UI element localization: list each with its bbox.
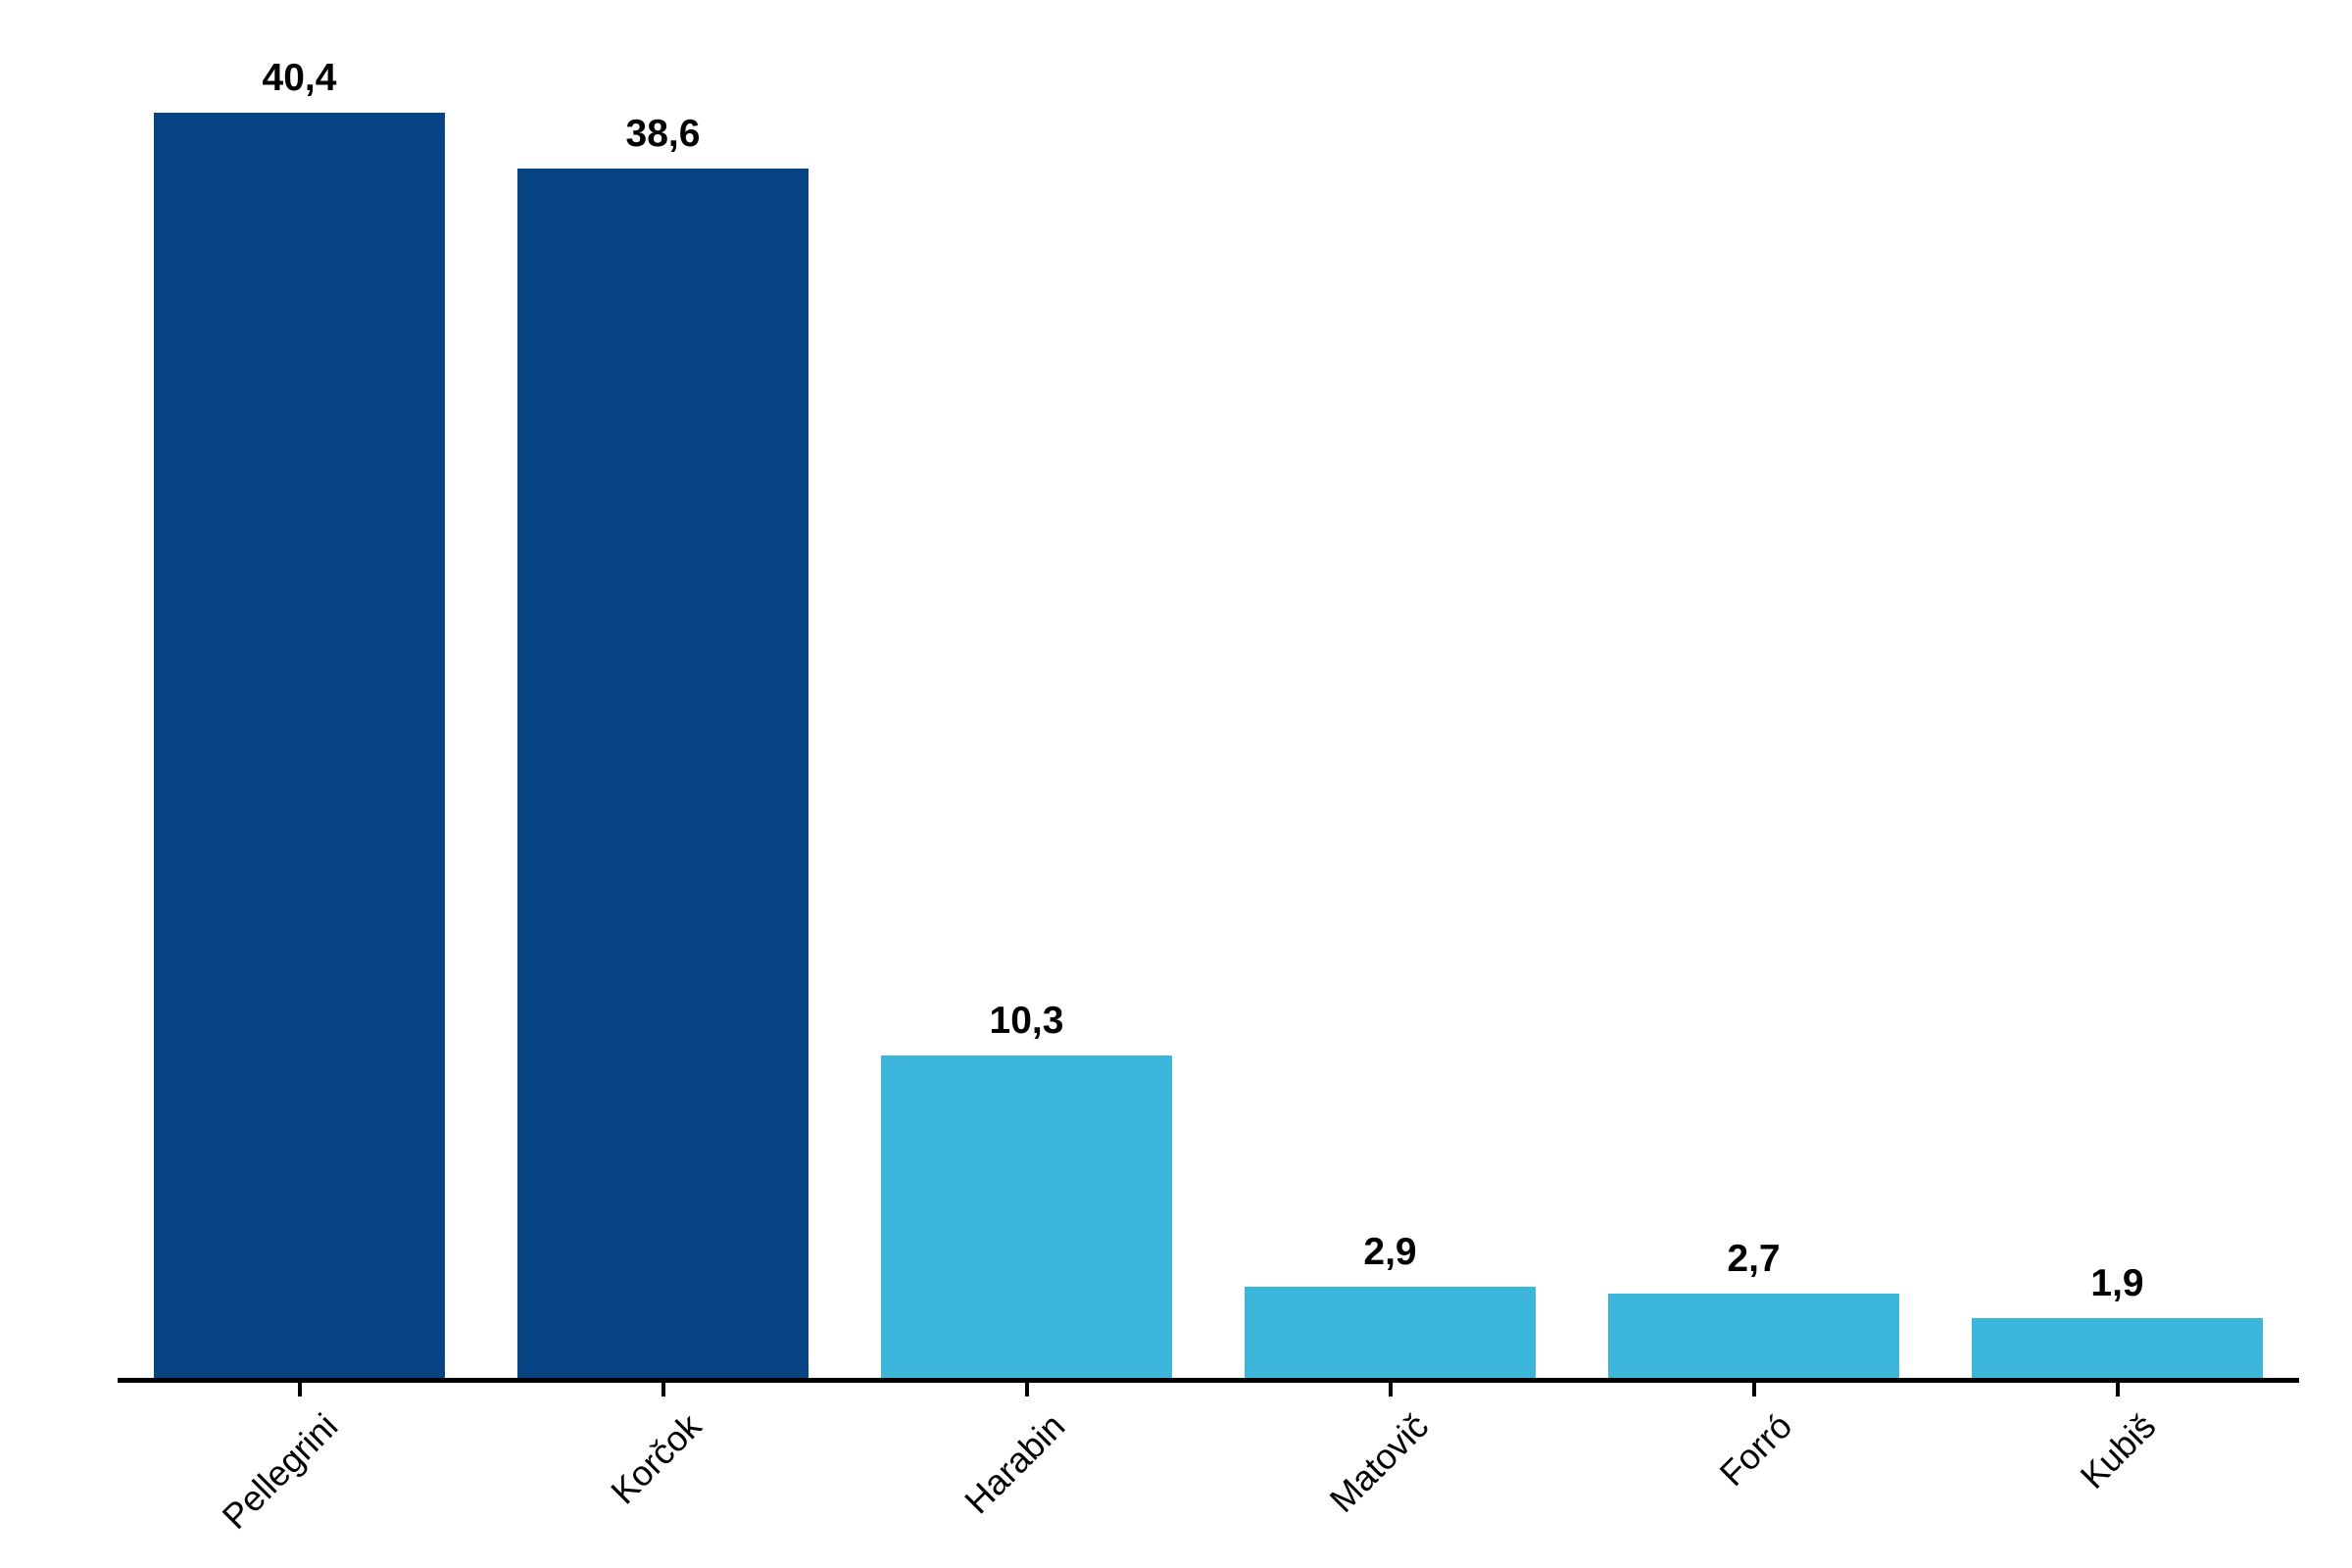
- bar: [1608, 1294, 1899, 1378]
- bar: [154, 113, 445, 1378]
- bar-value-label: 1,9: [2090, 1262, 2144, 1304]
- x-axis-tick: [1752, 1383, 1756, 1396]
- x-axis-tick-label: Matovič: [1321, 1405, 1437, 1520]
- bar: [1972, 1318, 2263, 1378]
- bar-group: 38,6 Korčok: [481, 0, 845, 1512]
- x-axis-tick: [1389, 1383, 1393, 1396]
- bar-group: 1,9 Kubiš: [1936, 0, 2299, 1496]
- bar-value-label: 40,4: [262, 57, 337, 99]
- bar: [1245, 1287, 1536, 1378]
- bar-group: 2,9 Matovič: [1208, 0, 1572, 1520]
- bar-group: 2,7 Forró: [1572, 0, 1936, 1494]
- x-axis-tick-label: Harabin: [956, 1405, 1073, 1522]
- x-axis-tick-label: Pellegrini: [214, 1405, 346, 1537]
- x-axis-tick: [1025, 1383, 1029, 1396]
- bar-value-label: 2,9: [1363, 1231, 1417, 1273]
- x-axis-tick-label: Forró: [1711, 1405, 1800, 1494]
- x-axis-tick-label: Korčok: [603, 1405, 710, 1512]
- bar-value-label: 2,7: [1727, 1238, 1781, 1280]
- x-axis-tick: [662, 1383, 665, 1396]
- bar-value-label: 38,6: [625, 113, 701, 155]
- x-axis-line: [118, 1378, 2299, 1383]
- bar-group: 10,3 Harabin: [845, 0, 1208, 1521]
- x-axis-tick: [298, 1383, 302, 1396]
- x-axis-tick: [2116, 1383, 2120, 1396]
- bar-group: 40,4 Pellegrini: [118, 0, 481, 1537]
- bar: [881, 1055, 1172, 1378]
- x-axis-tick-label: Kubiš: [2072, 1405, 2164, 1496]
- bar: [517, 169, 808, 1378]
- bar-value-label: 10,3: [989, 1000, 1064, 1042]
